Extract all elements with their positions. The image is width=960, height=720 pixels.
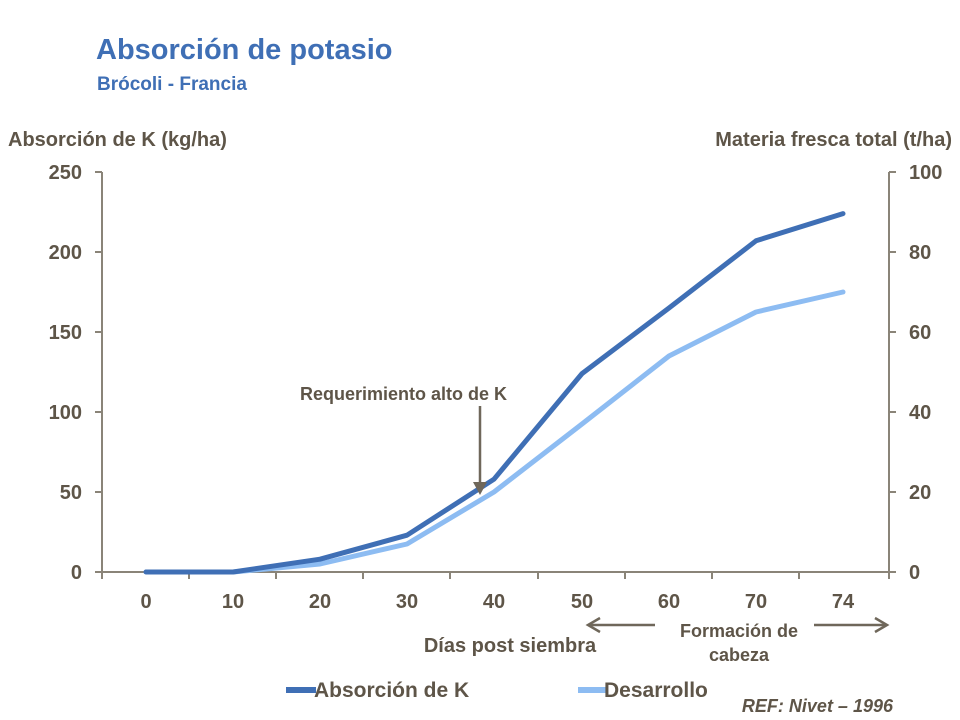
series-layer	[143, 211, 846, 575]
y-right-tick-label: 100	[909, 162, 942, 184]
y-left-tick-label: 250	[49, 162, 82, 184]
legend-label-desarrollo: Desarrollo	[604, 679, 708, 702]
y-left-ticks: 0 50 100 150 200 250	[49, 162, 102, 584]
head-formation-label-line2: cabeza	[709, 645, 770, 665]
x-tick-label: 70	[745, 591, 767, 613]
y-right-tick-label: 80	[909, 242, 931, 264]
y-left-tick-label: 0	[71, 562, 82, 584]
x-tick-label: 60	[658, 591, 680, 613]
y-left-tick-label: 200	[49, 242, 82, 264]
y-left-axis-label: Absorción de K (kg/ha)	[8, 129, 227, 151]
high-k-requirement-annotation: Requerimiento alto de K	[300, 384, 507, 404]
y-right-axis-label: Materia fresca total (t/ha)	[715, 129, 952, 151]
series-line-absorcion	[143, 211, 846, 575]
reference-citation: REF: Nivet – 1996	[742, 696, 894, 716]
y-right-ticks: 0 20 40 60 80 100	[889, 162, 942, 584]
legend-label-absorcion: Absorción de K	[314, 679, 469, 702]
chart-subtitle: Brócoli - Francia	[97, 74, 247, 95]
x-tick-label: 50	[571, 591, 593, 613]
head-formation-label-line1: Formación de	[680, 621, 798, 641]
x-tick-label: 74	[832, 591, 855, 613]
y-left-tick-label: 50	[60, 482, 82, 504]
phase-arrow-left-head	[585, 616, 601, 634]
y-left-tick-label: 150	[49, 322, 82, 344]
y-left-tick-label: 100	[49, 402, 82, 424]
y-right-tick-label: 0	[909, 562, 920, 584]
y-right-tick-label: 60	[909, 322, 931, 344]
chart-title: Absorción de potasio	[96, 34, 393, 66]
x-tick-label: 30	[396, 591, 418, 613]
y-right-tick-label: 20	[909, 482, 931, 504]
series-line-desarrollo	[143, 289, 846, 575]
annotation-arrow-head	[473, 482, 487, 495]
x-tick-label: 40	[483, 591, 505, 613]
x-axis-label: Días post siembra	[424, 635, 597, 657]
x-tick-label: 10	[222, 591, 244, 613]
x-ticks: 0 10 20 30 40 50 60 70 74	[101, 572, 890, 613]
y-right-tick-label: 40	[909, 402, 931, 424]
x-tick-label: 0	[140, 591, 151, 613]
phase-arrow-right-head	[874, 616, 890, 634]
x-tick-label: 20	[309, 591, 331, 613]
